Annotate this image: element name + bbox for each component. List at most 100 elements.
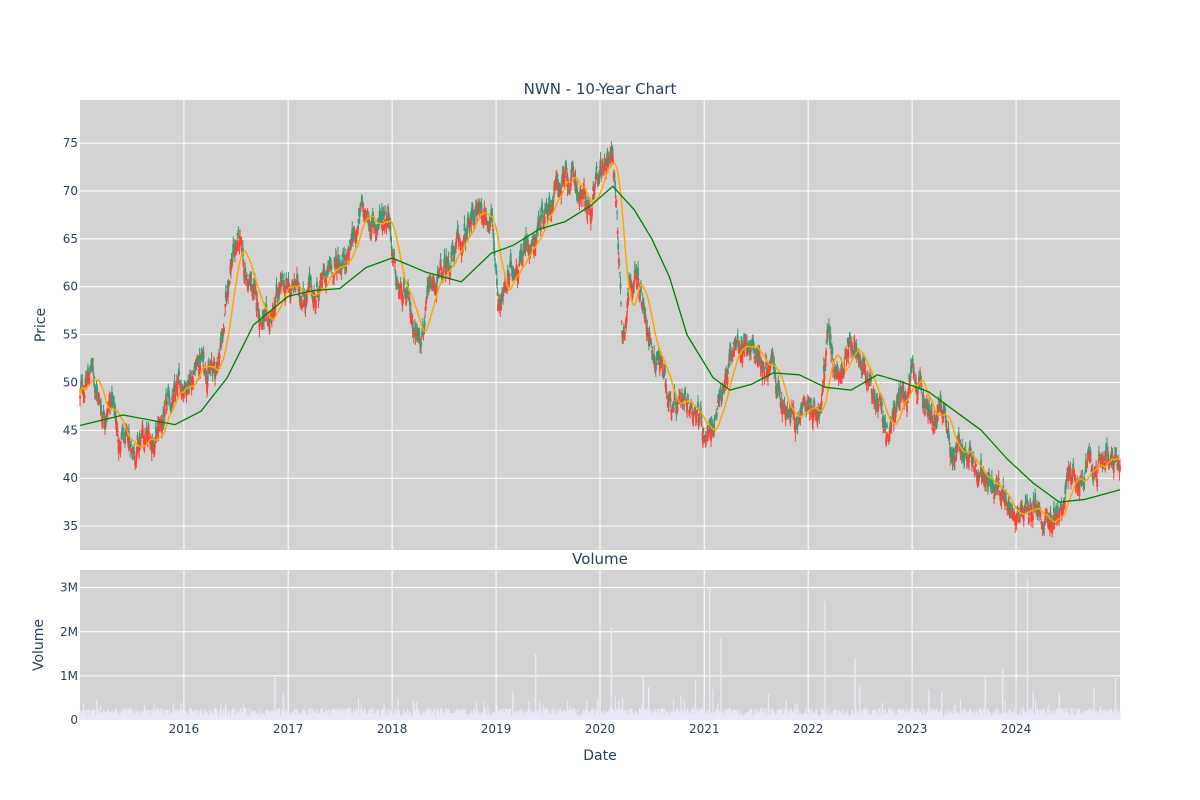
candle-body-down <box>180 387 183 394</box>
candle-body-up <box>633 269 636 275</box>
candle-body-up <box>635 266 638 272</box>
price-y-tick-label: 35 <box>63 519 78 533</box>
candle-body-up <box>920 382 923 390</box>
candle-body-down <box>960 450 963 458</box>
candle-body-up <box>677 401 679 404</box>
candle-body-down <box>1112 464 1115 473</box>
candle-body-down <box>171 401 174 404</box>
candle-body-up <box>899 385 902 394</box>
candle-body-down <box>681 393 683 400</box>
candle-body-up <box>947 429 950 436</box>
candle-body-up <box>114 418 117 425</box>
candle-body-down <box>142 436 145 444</box>
candle-body-down <box>808 406 811 413</box>
candle-body-down <box>743 341 746 350</box>
candle-body-up <box>111 394 114 402</box>
candle-body-up <box>653 353 656 360</box>
candle-body-up <box>147 425 150 432</box>
candle-body-up <box>361 195 363 202</box>
candle-body-down <box>305 297 308 304</box>
candle-body-down <box>182 393 185 398</box>
candle-body-up <box>1084 460 1087 469</box>
candle-body-up <box>639 295 642 296</box>
candle-body-up <box>621 336 624 340</box>
candle-body-down <box>438 272 441 275</box>
candle-body-down <box>633 281 636 285</box>
candle-body-up <box>896 395 899 402</box>
candle-body-down <box>181 393 183 399</box>
candle-body-up <box>358 208 360 217</box>
candle-body-up <box>1084 471 1087 474</box>
candle-body-down <box>562 174 565 176</box>
candle-body-down <box>926 402 928 408</box>
candle-body-down <box>206 384 208 392</box>
candle-body-up <box>690 405 693 408</box>
candle-body-up <box>365 211 368 213</box>
candle-body-up <box>678 389 681 394</box>
candle-body-up <box>136 435 139 441</box>
candle-body-up <box>820 402 822 409</box>
candle-body-up <box>489 215 492 222</box>
candle-body-down <box>575 184 577 191</box>
candle-body-down <box>913 372 916 374</box>
candle-body-up <box>113 404 116 411</box>
candle-body-down <box>667 402 670 408</box>
candle-body-down <box>1062 509 1064 514</box>
candle-body-up <box>509 262 511 268</box>
candle-body-down <box>206 382 209 388</box>
candle-body-up <box>198 355 201 361</box>
candle-body-up <box>774 373 777 376</box>
candle-body-down <box>1070 475 1072 485</box>
candle-body-down <box>634 273 637 276</box>
candle-body-down <box>549 212 552 216</box>
candle-body-down <box>411 322 414 330</box>
candle-body-up <box>660 356 663 365</box>
candle-body-up <box>687 401 690 404</box>
candle-body-down <box>814 414 817 419</box>
candle-body-up <box>975 471 978 473</box>
candle-body-up <box>541 204 543 212</box>
candle-body-up <box>469 213 472 220</box>
candle-body-up <box>771 354 774 359</box>
candle-body-down <box>281 280 284 285</box>
candle-body-up <box>657 355 660 364</box>
candle-body-up <box>1043 527 1046 529</box>
candle-body-down <box>144 441 147 443</box>
candle-body-up <box>390 235 392 238</box>
candle-body-up <box>702 428 705 430</box>
candle-body-up <box>171 395 174 401</box>
price-y-tick-label: 60 <box>63 280 78 294</box>
candle-body-down <box>492 228 494 232</box>
candle-body-up <box>523 247 526 252</box>
price-candles <box>79 141 1121 538</box>
candle-body-down <box>920 384 923 386</box>
candle-body-down <box>357 231 359 233</box>
candle-body-up <box>760 368 763 369</box>
candle-body-up <box>492 232 495 240</box>
candle-body-up <box>124 434 126 443</box>
candle-body-down <box>822 380 825 386</box>
candle-body-down <box>433 280 436 288</box>
candle-body-down <box>290 288 293 291</box>
candle-body-up <box>548 196 551 202</box>
candle-body-down <box>643 310 646 319</box>
candle-body-up <box>1091 471 1094 480</box>
candle-body-down <box>826 332 829 336</box>
candle-body-up <box>154 426 157 433</box>
candle-body-down <box>696 410 699 412</box>
candle-body-up <box>776 393 779 397</box>
candle-body-down <box>966 457 969 462</box>
candle-body-up <box>167 387 170 391</box>
candle-body-down <box>198 369 200 378</box>
candle-body-down <box>126 426 129 428</box>
candle-body-up <box>280 276 283 284</box>
candle-body-up <box>994 488 997 492</box>
candle-body-up <box>711 422 714 430</box>
candle-body-up <box>852 352 855 354</box>
candle-body-down <box>572 171 575 178</box>
candle-body-down <box>550 207 553 215</box>
candle-body-up <box>121 428 124 437</box>
candle-body-down <box>739 353 742 363</box>
candle-body-down <box>958 440 961 444</box>
